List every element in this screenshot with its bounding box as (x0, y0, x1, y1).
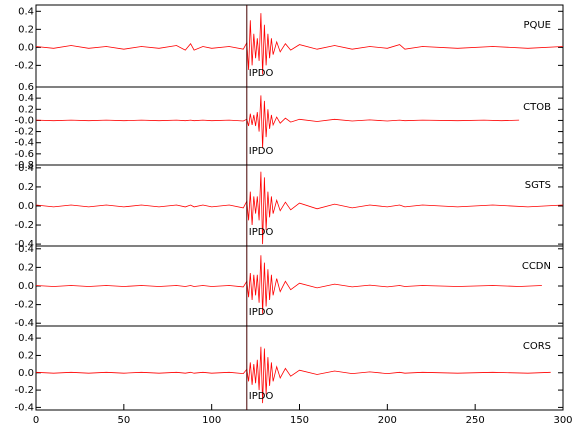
trace (35, 95, 520, 149)
station-label: SGTS (525, 180, 551, 191)
x-tick-label: 100 (202, 415, 221, 426)
y-tick-label: 0.4 (18, 244, 34, 255)
y-tick-label: 0.4 (18, 163, 34, 174)
y-tick-label: 0.6 (18, 82, 34, 93)
trace (35, 171, 564, 245)
station-label: CCDN (522, 261, 551, 272)
x-tick-label: 200 (378, 415, 397, 426)
x-tick-label: 50 (117, 415, 130, 426)
y-tick-label: -0.6 (14, 149, 34, 160)
y-tick-label: -0.4 (14, 402, 34, 413)
trace (35, 346, 551, 404)
y-tick-label: 0.4 (18, 93, 34, 104)
y-tick-label: -0.4 (14, 318, 34, 329)
y-tick-label: -0.8 (14, 160, 34, 171)
y-tick-label: 0.0 (18, 201, 34, 212)
station-label: CTOB (523, 102, 551, 113)
station-label: PQUE (523, 20, 551, 31)
pick-label: IPDO (249, 391, 274, 402)
x-tick-label: 150 (290, 415, 309, 426)
y-tick-label: -0.2 (14, 385, 34, 396)
y-tick-label: 0.2 (18, 262, 34, 273)
pick-label: IPDO (249, 227, 274, 238)
y-tick-label: 0.0 (18, 42, 34, 53)
pick-label: IPDO (249, 307, 274, 318)
y-tick-label: -0.2 (14, 127, 34, 138)
trace (35, 255, 542, 314)
y-tick-label: 0.2 (18, 182, 34, 193)
y-tick-label: 0.2 (18, 104, 34, 115)
panel-frame (35, 86, 564, 166)
y-tick-label: -0.4 (14, 239, 34, 250)
y-tick-label: -0.0 (14, 115, 34, 126)
y-tick-label: -0.4 (14, 138, 34, 149)
x-tick-label: 250 (466, 415, 485, 426)
x-tick-label: 0 (33, 415, 39, 426)
x-tick-label: 300 (553, 415, 572, 426)
panel-frame (35, 4, 564, 88)
y-tick-label: 0.4 (18, 333, 34, 344)
y-tick-label: -0.2 (14, 300, 34, 311)
y-tick-label: 0.4 (18, 6, 34, 17)
pick-label: IPDO (249, 68, 274, 79)
y-tick-label: 0.2 (18, 24, 34, 35)
station-label: CORS (523, 341, 551, 352)
y-tick-label: -0.2 (14, 220, 34, 231)
y-tick-label: 0.0 (18, 368, 34, 379)
y-tick-label: -0.2 (14, 60, 34, 71)
y-tick-label: 0.0 (18, 281, 34, 292)
trace (35, 13, 564, 75)
y-tick-label: 0.2 (18, 350, 34, 361)
panel-frame (35, 325, 564, 411)
pick-label: IPDO (249, 146, 274, 157)
